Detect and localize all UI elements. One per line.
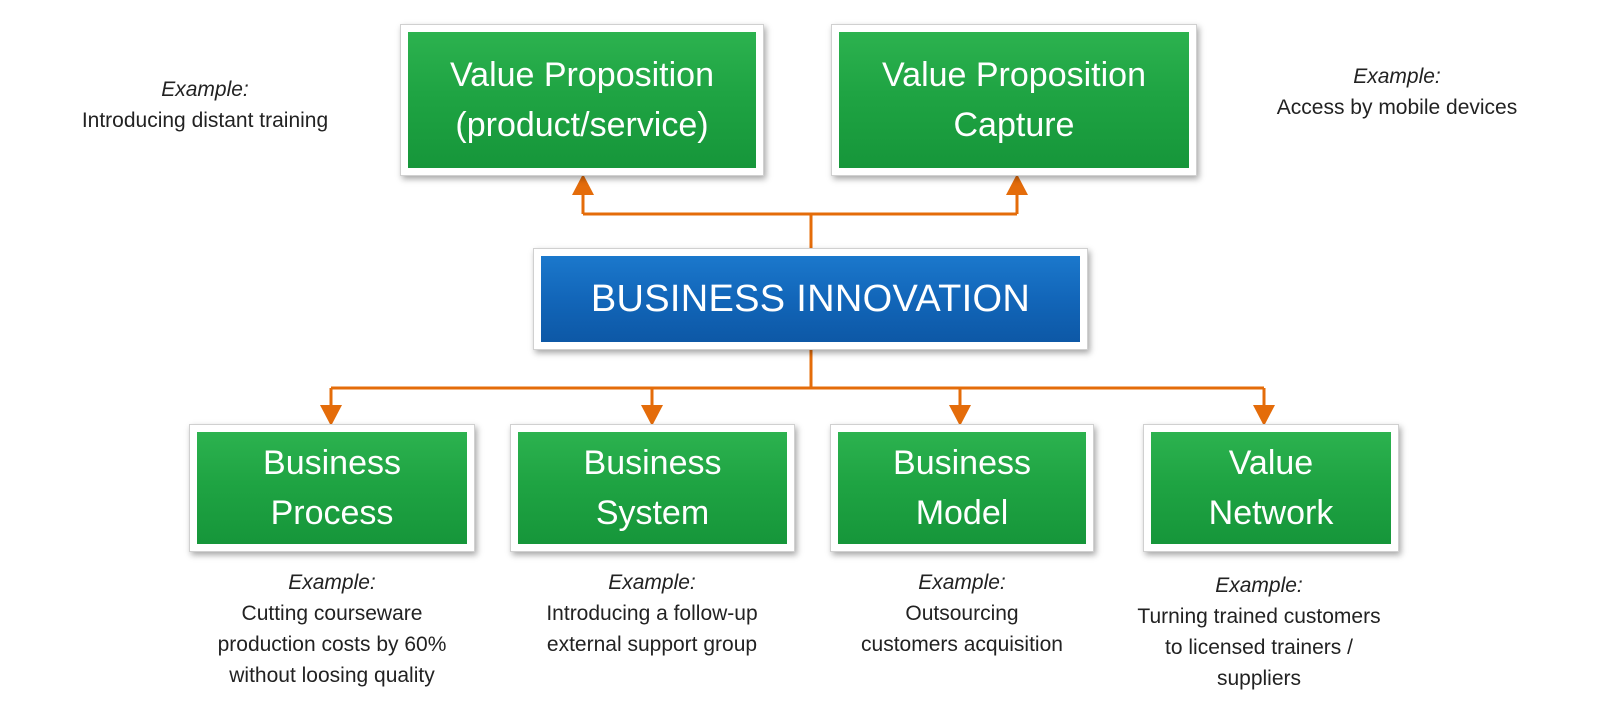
value-network-line2: Network xyxy=(1208,494,1334,532)
example-text-line: Introducing a follow-up xyxy=(546,602,758,625)
example-label: Example: xyxy=(1353,65,1441,88)
example-process: Example: Cutting courseware production c… xyxy=(180,567,484,691)
example-text-line: Outsourcing xyxy=(905,602,1019,625)
business-innovation-label: BUSINESS INNOVATION xyxy=(590,278,1031,320)
arrowhead-process xyxy=(320,405,342,426)
value-proposition-line1: Value Proposition xyxy=(450,56,714,94)
business-process-line2: Process xyxy=(270,494,394,532)
example-text-line: without loosing quality xyxy=(229,664,435,687)
example-text-line: Introducing distant training xyxy=(81,109,329,132)
arrowhead-top-right xyxy=(1006,174,1028,195)
value-proposition-box: Value Proposition (product/service) xyxy=(400,24,764,176)
value-proposition-capture-box: Value Proposition Capture xyxy=(831,24,1197,176)
value-network-line1: Value xyxy=(1228,444,1314,482)
example-text-line: Turning trained customers xyxy=(1137,605,1381,628)
business-model-line1: Business xyxy=(893,444,1031,482)
example-label: Example: xyxy=(918,571,1006,594)
value-proposition-line2: (product/service) xyxy=(455,106,709,144)
example-label: Example: xyxy=(161,78,249,101)
business-process-box: Business Process xyxy=(189,424,475,552)
business-system-line2: System xyxy=(595,494,710,532)
business-process-line1: Business xyxy=(263,444,401,482)
example-text-line: external support group xyxy=(546,633,758,656)
value-network-box: Value Network xyxy=(1143,424,1399,552)
example-top-right: Example: Access by mobile devices xyxy=(1232,61,1562,123)
business-innovation-box: BUSINESS INNOVATION xyxy=(533,248,1088,350)
example-text-line: Cutting courseware xyxy=(241,602,423,625)
example-label: Example: xyxy=(1215,574,1303,597)
business-system-line1: Business xyxy=(583,444,722,482)
example-top-left: Example: Introducing distant training xyxy=(40,74,370,136)
example-model: Example: Outsourcing customers acquisiti… xyxy=(812,567,1112,660)
example-system: Example: Introducing a follow-up externa… xyxy=(500,567,804,660)
arrowhead-system xyxy=(641,405,663,426)
example-text-line: suppliers xyxy=(1216,667,1302,690)
business-system-box: Business System xyxy=(510,424,795,552)
business-model-box: Business Model xyxy=(830,424,1094,552)
arrowhead-model xyxy=(949,405,971,426)
example-text-line: customers acquisition xyxy=(861,633,1063,656)
arrowhead-network xyxy=(1253,405,1275,426)
value-proposition-capture-line1: Value Proposition xyxy=(882,56,1146,94)
example-text-line: to licensed trainers / xyxy=(1165,636,1353,659)
example-network: Example: Turning trained customers to li… xyxy=(1094,570,1424,694)
example-label: Example: xyxy=(288,571,376,594)
example-text-line: Access by mobile devices xyxy=(1276,96,1518,119)
example-text-line: production costs by 60% xyxy=(217,633,447,656)
value-proposition-capture-line2: Capture xyxy=(953,106,1075,144)
example-label: Example: xyxy=(608,571,696,594)
business-model-line2: Model xyxy=(915,494,1009,532)
arrowhead-top-left xyxy=(572,174,594,195)
